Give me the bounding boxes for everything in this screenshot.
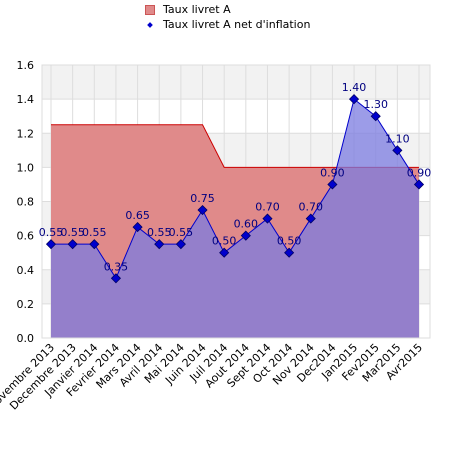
data-label: 0.70 — [255, 201, 280, 214]
data-point[interactable] — [89, 239, 100, 250]
data-label: 1.40 — [342, 81, 367, 94]
data-label: 0.65 — [125, 209, 150, 222]
y-tick-label: 1.4 — [17, 93, 35, 106]
data-point[interactable] — [110, 273, 122, 284]
data-point[interactable] — [67, 239, 78, 250]
data-label: 0.55 — [82, 226, 107, 239]
series-line-2 — [51, 98, 420, 280]
data-point[interactable] — [348, 94, 360, 105]
data-point[interactable] — [262, 213, 273, 224]
data-point[interactable] — [45, 239, 57, 250]
data-label: 1.10 — [385, 132, 410, 145]
data-point[interactable] — [132, 222, 143, 233]
data-label: 0.35 — [104, 260, 129, 273]
data-point[interactable] — [284, 247, 295, 258]
data-label: 0.55 — [39, 226, 64, 239]
data-point[interactable] — [305, 213, 316, 224]
data-label: 0.55 — [60, 226, 85, 239]
data-label: 0.60 — [234, 218, 259, 231]
data-point[interactable] — [154, 239, 165, 250]
legend-label-livret-a: Taux livret A — [163, 3, 231, 16]
plot-frame — [41, 64, 431, 339]
y-tick-label: 0.6 — [17, 230, 35, 243]
y-tick-label: 0.0 — [17, 332, 35, 345]
legend-swatch-livret-a — [145, 4, 155, 15]
data-point[interactable] — [175, 239, 186, 250]
y-tick-label: 1.2 — [17, 127, 35, 140]
data-label: 0.75 — [190, 192, 215, 205]
data-label: 0.50 — [277, 235, 302, 248]
data-point[interactable] — [240, 230, 251, 241]
data-point[interactable] — [370, 111, 381, 122]
data-label: 0.55 — [147, 226, 172, 239]
legend-label-net-inflation: Taux livret A net d'inflation — [163, 18, 311, 31]
data-label: 0.50 — [212, 235, 237, 248]
data-label: 0.90 — [407, 166, 432, 179]
data-label: 0.55 — [169, 226, 194, 239]
plot-band — [42, 65, 430, 100]
data-point[interactable] — [327, 179, 338, 190]
y-tick-label: 0.4 — [17, 264, 35, 277]
y-tick-label: 0.8 — [17, 196, 35, 209]
y-tick-label: 1.6 — [17, 59, 35, 72]
y-tick-label: 0.2 — [17, 298, 35, 311]
y-tick-label: 1.0 — [17, 161, 35, 174]
series-area-2 — [51, 99, 419, 338]
data-point[interactable] — [392, 145, 403, 156]
legend: Taux livret A Taux livret A net d'inflat… — [145, 2, 310, 32]
data-point[interactable] — [413, 179, 425, 190]
legend-item-livret-a[interactable]: Taux livret A — [145, 2, 310, 17]
data-point[interactable] — [219, 247, 230, 258]
data-label: 0.90 — [320, 166, 345, 179]
data-label: 1.30 — [363, 98, 388, 111]
legend-item-net-inflation[interactable]: Taux livret A net d'inflation — [145, 17, 310, 32]
data-point[interactable] — [197, 204, 208, 216]
data-label: 0.70 — [299, 201, 324, 214]
